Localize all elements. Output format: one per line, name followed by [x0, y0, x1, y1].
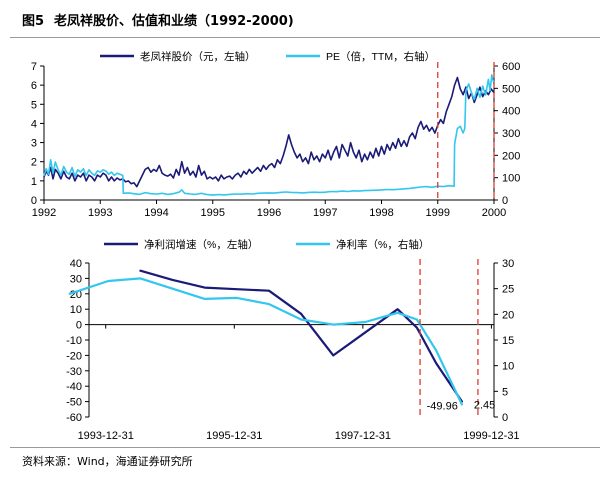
stock-price-and-pe-series-1-line	[43, 76, 495, 188]
stock-price-and-pe-xtick-label: 1996	[257, 207, 281, 219]
stock-price-and-pe-xtick-label: 1999	[426, 207, 450, 219]
net-profit-growth-and-margin-ytick-label-left: 0	[76, 320, 82, 332]
source-note: 资料来源：Wind，海通证券研究所	[22, 455, 193, 468]
stock-price-and-pe-ytick-label-right: 100	[502, 173, 520, 185]
net-profit-growth-and-margin-ytick-label-left: -30	[66, 366, 82, 378]
figure-number: 图5	[22, 14, 45, 29]
stock-price-and-pe-ytick-label-left: 0	[31, 195, 37, 207]
stock-price-and-pe-ytick-label-right: 500	[502, 83, 520, 95]
stock-price-and-pe-ytick-label-left: 7	[31, 61, 37, 73]
stock-price-and-pe-xtick-label: 2000	[482, 207, 506, 219]
net-profit-growth-and-margin-ytick-label-right: 10	[502, 361, 514, 373]
net-profit-growth-and-margin-ytick-label-right: 25	[502, 284, 514, 296]
top-rule	[10, 37, 600, 38]
net-profit-growth-and-margin-ytick-label-left: 30	[70, 273, 82, 285]
figure-title: 图5 老凤祥股价、估值和业绩（1992-2000)	[22, 10, 294, 29]
net-profit-growth-and-margin-xtick-label: 1993-12-31	[78, 430, 134, 442]
net-profit-growth-and-margin-ytick-label-right: 20	[502, 309, 514, 321]
net-profit-growth-and-margin-ytick-label-left: 10	[70, 304, 82, 316]
net-profit-growth-and-margin-xtick-label: 1995-12-31	[206, 430, 262, 442]
net-profit-growth-and-margin-xtick-label: 1997-12-31	[335, 430, 391, 442]
stock-price-and-pe-xtick-label: 1998	[369, 207, 393, 219]
stock-price-and-pe-legend-label-2: PE（倍，TTM，右轴）	[326, 50, 435, 63]
stock-price-and-pe-ytick-label-right: 200	[502, 150, 520, 162]
net-profit-growth-and-margin-ytick-label-right: 15	[502, 335, 514, 347]
net-profit-growth-and-margin-xtick-label: 1999-12-31	[463, 430, 519, 442]
net-profit-growth-and-margin-ytick-label-right: 5	[502, 386, 508, 398]
annotation-growth-last: -49.96	[427, 401, 458, 413]
figure-title-text: 老凤祥股价、估值和业绩（1992-2000)	[54, 14, 294, 29]
net-profit-growth-and-margin-ytick-label-right: 30	[502, 258, 514, 270]
stock-price-and-pe-ytick-label-right: 600	[502, 61, 520, 73]
stock-price-and-pe-ytick-label-left: 3	[31, 138, 37, 150]
net-profit-growth-and-margin-ytick-label-left: -50	[66, 397, 82, 409]
stock-price-and-pe-ytick-label-left: 1	[31, 176, 37, 188]
net-profit-growth-and-margin-ytick-label-left: -20	[66, 350, 82, 362]
stock-price-and-pe-ytick-label-left: 2	[31, 157, 37, 169]
stock-price-and-pe-xtick-label: 1994	[144, 207, 168, 219]
net-profit-growth-and-margin-legend-label-1: 净利润增速（%，左轴）	[144, 238, 258, 251]
annotation-margin-last: 2.45	[474, 399, 495, 411]
net-profit-growth-and-margin-ytick-label-left: -10	[66, 335, 82, 347]
stock-price-and-pe-ytick-label-left: 5	[31, 99, 37, 111]
stock-price-and-pe-legend-label-1: 老凤祥股价（元，左轴）	[140, 50, 256, 63]
stock-price-and-pe-ytick-label-left: 6	[31, 80, 37, 92]
net-profit-growth-and-margin-series-2-line	[68, 277, 463, 406]
stock-price-and-pe-xtick-label: 1997	[313, 207, 337, 219]
net-profit-growth-and-margin-ytick-label-right: 0	[502, 412, 508, 424]
bottom-rule	[10, 447, 600, 448]
net-profit-growth-and-margin-series-1-line	[139, 269, 463, 403]
net-profit-growth-and-margin-ytick-label-left: 40	[70, 258, 82, 270]
stock-price-and-pe-ytick-label-right: 300	[502, 128, 520, 140]
stock-price-and-pe-xtick-label: 1993	[88, 207, 112, 219]
net-profit-growth-and-margin-ytick-label-left: -40	[66, 381, 82, 393]
stock-price-and-pe-ytick-label-left: 4	[31, 118, 37, 130]
stock-price-and-pe-series-2-line	[43, 74, 495, 196]
net-profit-growth-and-margin-legend-label-2: 净利率（%，右轴）	[336, 238, 429, 251]
stock-price-and-pe-ytick-label-right: 0	[502, 195, 508, 207]
stock-price-and-pe-xtick-label: 1995	[201, 207, 225, 219]
stock-price-and-pe-xtick-label: 1992	[32, 207, 56, 219]
net-profit-growth-and-margin-ytick-label-left: -60	[66, 412, 82, 424]
stock-price-and-pe-ytick-label-right: 400	[502, 106, 520, 118]
